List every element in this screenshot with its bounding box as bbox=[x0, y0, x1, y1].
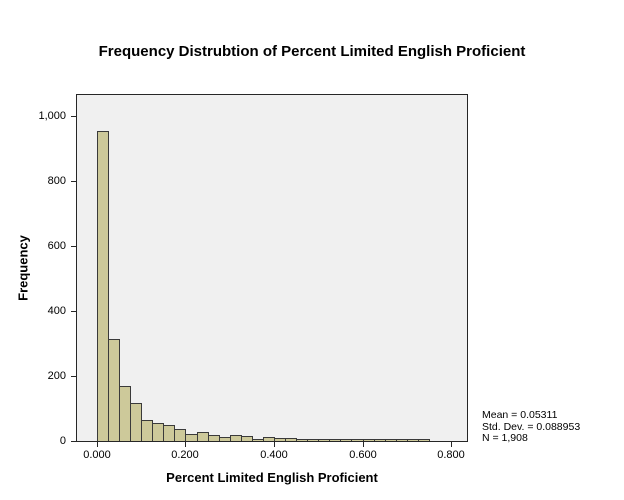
x-tick-label: 0.600 bbox=[349, 449, 377, 461]
y-tick-mark bbox=[71, 311, 76, 312]
x-tick-mark bbox=[363, 442, 364, 447]
histogram-bar bbox=[241, 436, 253, 441]
y-tick-mark bbox=[71, 181, 76, 182]
y-tick-label: 1,000 bbox=[38, 110, 66, 122]
stats-annotation: Mean = 0.05311 Std. Dev. = 0.088953 N = … bbox=[482, 409, 581, 445]
stat-n: N = 1,908 bbox=[482, 432, 528, 444]
stat-std-dev: Std. Dev. = 0.088953 bbox=[482, 420, 581, 433]
x-tick-mark bbox=[274, 442, 275, 447]
x-axis-label: Percent Limited English Proficient bbox=[166, 470, 378, 485]
y-tick-mark bbox=[71, 246, 76, 247]
plot-area bbox=[76, 94, 468, 442]
chart-title: Frequency Distrubtion of Percent Limited… bbox=[98, 43, 526, 60]
y-tick-mark bbox=[71, 116, 76, 117]
x-tick-mark bbox=[97, 442, 98, 447]
x-tick-mark bbox=[185, 442, 186, 447]
y-tick-label: 0 bbox=[59, 435, 66, 447]
x-tick-mark bbox=[451, 442, 452, 447]
y-tick-label: 600 bbox=[47, 240, 66, 252]
histogram-bar bbox=[97, 131, 109, 441]
y-tick-mark bbox=[71, 441, 76, 442]
x-tick-label: 0.800 bbox=[437, 449, 465, 461]
x-tick-label: 0.000 bbox=[83, 449, 111, 461]
y-tick-label: 400 bbox=[47, 305, 66, 317]
x-tick-label: 0.200 bbox=[171, 449, 199, 461]
y-tick-label: 800 bbox=[47, 175, 66, 187]
histogram-bar bbox=[418, 439, 430, 441]
y-tick-label: 200 bbox=[47, 370, 66, 382]
y-tick-mark bbox=[71, 376, 76, 377]
x-tick-label: 0.400 bbox=[260, 449, 288, 461]
stat-mean: Mean = 0.05311 bbox=[482, 409, 558, 421]
